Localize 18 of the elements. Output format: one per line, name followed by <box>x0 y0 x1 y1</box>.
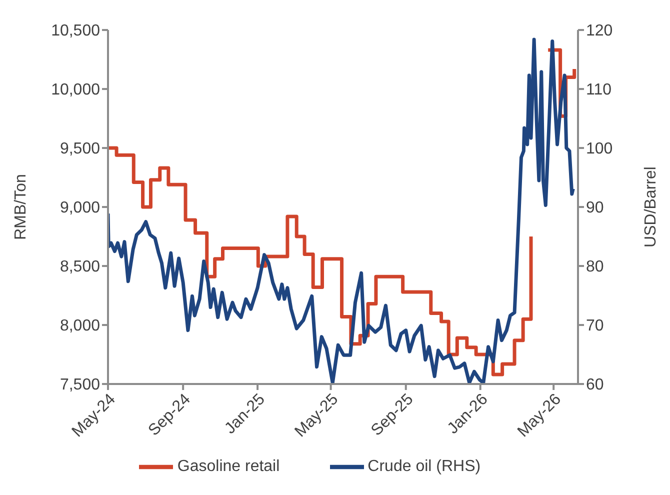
y-tick-label: 10,000 <box>51 82 100 99</box>
y2-tick-label: 100 <box>586 140 613 158</box>
y-tick-label: 9,500 <box>60 140 100 158</box>
y2-tick-label: 120 <box>586 22 613 40</box>
y2-tick-label: 80 <box>586 258 604 276</box>
y-tick-label: 10,500 <box>51 22 100 40</box>
y2-tick-label: 110 <box>586 82 612 99</box>
y2-tick-label: 90 <box>586 200 604 217</box>
y-tick-label: 7,500 <box>60 376 100 394</box>
y2-axis-title: USD/Barrel <box>642 166 660 248</box>
y-tick-label: 8,500 <box>60 258 100 276</box>
y2-tick-label: 70 <box>586 318 604 335</box>
y-axis-title: RMB/Ton <box>12 174 30 240</box>
legend-label: Gasoline retail <box>177 458 280 476</box>
y2-tick-label: 60 <box>586 376 604 394</box>
y-tick-label: 9,000 <box>60 200 100 217</box>
y-tick-label: 8,000 <box>60 318 100 335</box>
legend-label: Crude oil (RHS) <box>368 458 481 476</box>
